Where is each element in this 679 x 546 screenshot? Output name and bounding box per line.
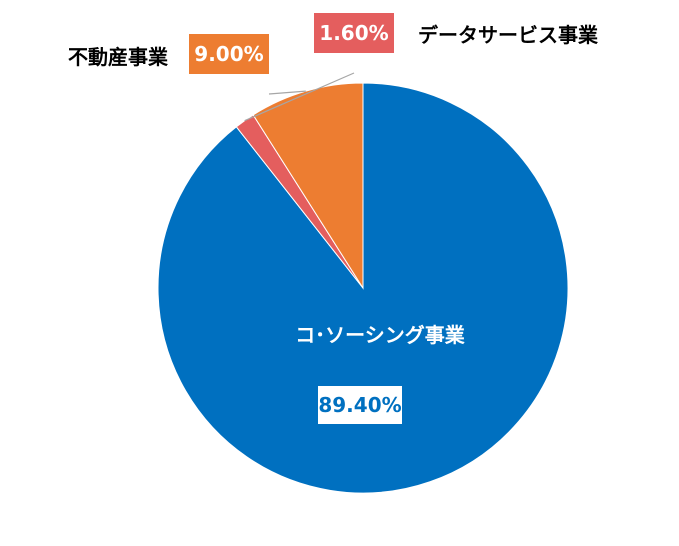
category-label-2: 不動産事業 (68, 45, 169, 69)
value-label-box-1 (314, 13, 394, 53)
value-label-0: 89.40% (318, 393, 401, 417)
pie-slices (157, 82, 569, 494)
leader-line-1 (244, 72, 355, 122)
pie-slice-2 (252, 82, 364, 290)
value-label-2: 9.00% (194, 42, 263, 66)
category-label-0: コ･ソーシング事業 (295, 323, 466, 347)
category-label-1: データサービス事業 (418, 23, 599, 47)
leader-line-2 (268, 90, 306, 95)
value-label-box-0 (318, 386, 402, 424)
leader-lines (244, 72, 355, 122)
value-label-1: 1.60% (319, 21, 388, 45)
slice-labels: 89.40% コ･ソーシング事業 1.60% データサービス事業 9.00% 不動産事業 (68, 13, 599, 424)
value-label-box-2 (189, 34, 269, 74)
